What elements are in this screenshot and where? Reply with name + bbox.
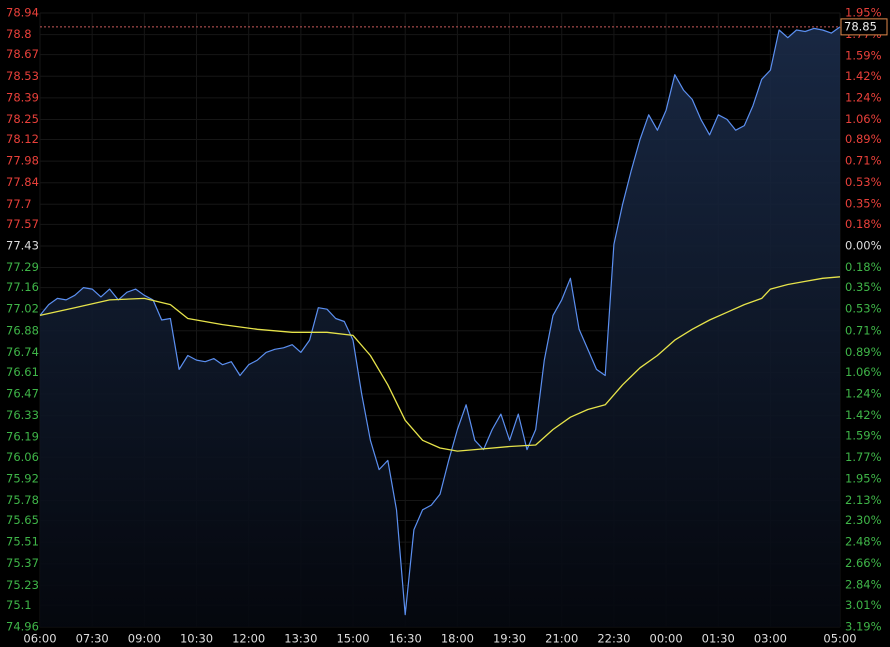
y2-tick-label: 2.66% (845, 556, 882, 570)
last-price-label: 78.85 (844, 19, 877, 33)
y2-tick-label: 1.95% (845, 471, 882, 485)
y-tick-label: 77.7 (6, 197, 32, 211)
y-tick-label: 77.16 (6, 280, 39, 294)
price-line (39, 26, 841, 616)
y-tick-label: 76.47 (6, 387, 39, 401)
x-tick-label: 03:00 (754, 632, 787, 646)
y2-tick-label: 1.42% (845, 408, 882, 422)
x-tick-label: 12:00 (232, 632, 265, 646)
y2-tick-label: 3.01% (845, 598, 882, 612)
x-tick-label: 07:30 (76, 632, 109, 646)
y-tick-label: 77.84 (6, 175, 39, 189)
y2-tick-label: 1.77% (845, 450, 882, 464)
y-tick-label: 78.94 (6, 6, 39, 20)
y2-tick-label: 1.24% (845, 387, 882, 401)
y2-tick-label: 2.30% (845, 513, 882, 527)
y2-tick-label: 1.42% (845, 69, 882, 83)
y-tick-label: 75.92 (6, 471, 39, 485)
y2-tick-label: 1.59% (845, 49, 882, 63)
y-tick-label: 75.1 (6, 598, 32, 612)
x-tick-label: 01:30 (702, 632, 735, 646)
y2-tick-label: 0.53% (845, 175, 882, 189)
x-tick-label: 18:00 (441, 632, 474, 646)
y-tick-label: 76.06 (6, 450, 39, 464)
y2-tick-label: 1.06% (845, 112, 882, 126)
y2-tick-label: 0.71% (845, 323, 882, 337)
y-tick-label: 78.53 (6, 69, 39, 83)
y2-tick-label: 1.95% (845, 6, 882, 20)
y2-tick-label: 2.13% (845, 493, 882, 507)
y-tick-label: 75.37 (6, 556, 39, 570)
x-tick-label: 06:00 (23, 632, 56, 646)
y-tick-label: 75.65 (6, 513, 39, 527)
x-tick-label: 19:30 (493, 632, 526, 646)
y-tick-label: 78.25 (6, 112, 39, 126)
y2-tick-label: 1.59% (845, 428, 882, 442)
x-tick-label: 16:30 (389, 632, 422, 646)
y-tick-label: 77.98 (6, 154, 39, 168)
y2-tick-label: 0.53% (845, 302, 882, 316)
y2-tick-label: 1.24% (845, 90, 882, 104)
y2-tick-label: 2.48% (845, 535, 882, 549)
y-tick-label: 75.78 (6, 493, 39, 507)
y-tick-label: 77.57 (6, 217, 39, 231)
average-line (39, 276, 841, 452)
y-tick-label: 77.29 (6, 260, 39, 274)
y-tick-label: 74.96 (6, 620, 39, 634)
x-tick-label: 13:30 (284, 632, 317, 646)
price-area (40, 26, 840, 627)
y2-tick-label: 0.89% (845, 132, 882, 146)
y-tick-label: 78.12 (6, 132, 39, 146)
x-tick-label: 09:00 (128, 632, 161, 646)
y-tick-label: 75.23 (6, 578, 39, 592)
y2-tick-label: 3.19% (845, 620, 882, 634)
x-tick-label: 22:30 (597, 632, 630, 646)
y-tick-label: 78.39 (6, 90, 39, 104)
x-tick-label: 15:00 (336, 632, 369, 646)
y2-tick-label: 0.18% (845, 217, 882, 231)
y-tick-label: 76.88 (6, 323, 39, 337)
y-tick-label: 75.51 (6, 535, 39, 549)
y-tick-label: 76.33 (6, 408, 39, 422)
x-tick-label: 21:00 (545, 632, 578, 646)
x-tick-label: 00:00 (650, 632, 683, 646)
y2-tick-label: 0.35% (845, 280, 882, 294)
x-tick-label: 10:30 (180, 632, 213, 646)
y2-tick-label: 0.71% (845, 154, 882, 168)
y2-tick-label: 0.89% (845, 345, 882, 359)
y-tick-label: 77.43 (6, 238, 39, 252)
y2-tick-label: 0.35% (845, 197, 882, 211)
y-tick-label: 76.61 (6, 365, 39, 379)
last-price-badge (840, 18, 888, 36)
y-tick-label: 76.74 (6, 345, 39, 359)
y-tick-label: 76.19 (6, 430, 39, 444)
y2-tick-label: 0.00% (845, 238, 882, 252)
y2-tick-label: 2.84% (845, 578, 882, 592)
y2-tick-label: 1.06% (845, 365, 882, 379)
y-tick-label: 78.67 (6, 47, 39, 61)
y-tick-label: 78.8 (6, 27, 32, 41)
y2-tick-label: 0.18% (845, 260, 882, 274)
y-tick-label: 77.02 (6, 302, 39, 316)
x-tick-label: 05:00 (823, 632, 856, 646)
